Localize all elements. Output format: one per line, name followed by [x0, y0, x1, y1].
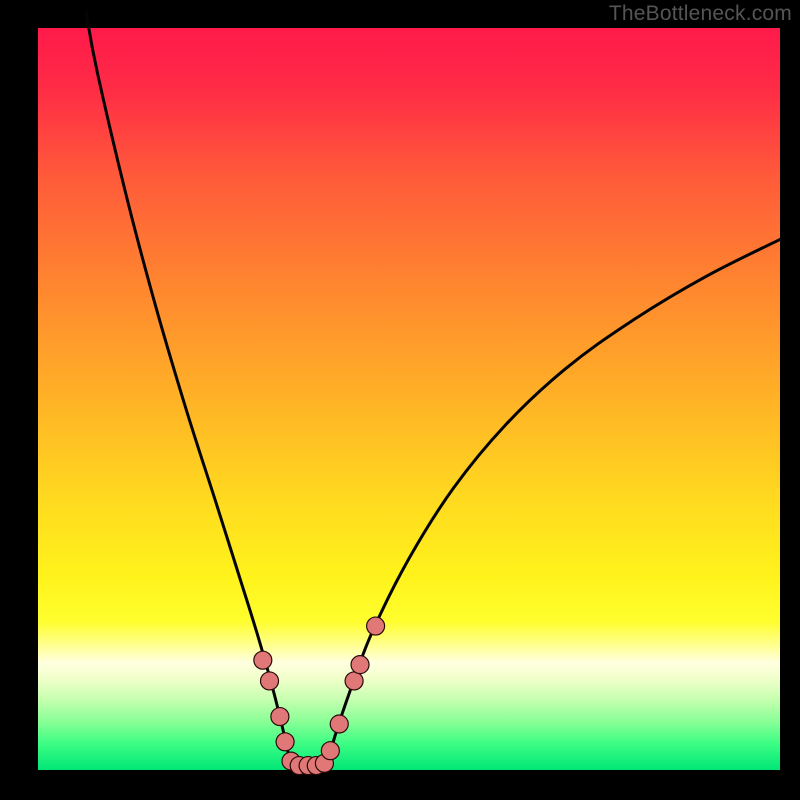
data-point-marker: [254, 651, 272, 669]
data-point-marker: [321, 742, 339, 760]
data-point-marker: [261, 672, 279, 690]
heatmap-background: [38, 28, 780, 770]
watermark-label: TheBottleneck.com: [609, 2, 792, 26]
plot-area: [38, 13, 780, 774]
data-point-marker: [276, 733, 294, 751]
data-point-marker: [271, 708, 289, 726]
data-point-marker: [330, 715, 348, 733]
data-point-marker: [345, 672, 363, 690]
data-point-marker: [351, 656, 369, 674]
data-point-marker: [367, 617, 385, 635]
chart-container: TheBottleneck.com: [0, 0, 800, 800]
bottleneck-curve-chart: [0, 0, 800, 800]
